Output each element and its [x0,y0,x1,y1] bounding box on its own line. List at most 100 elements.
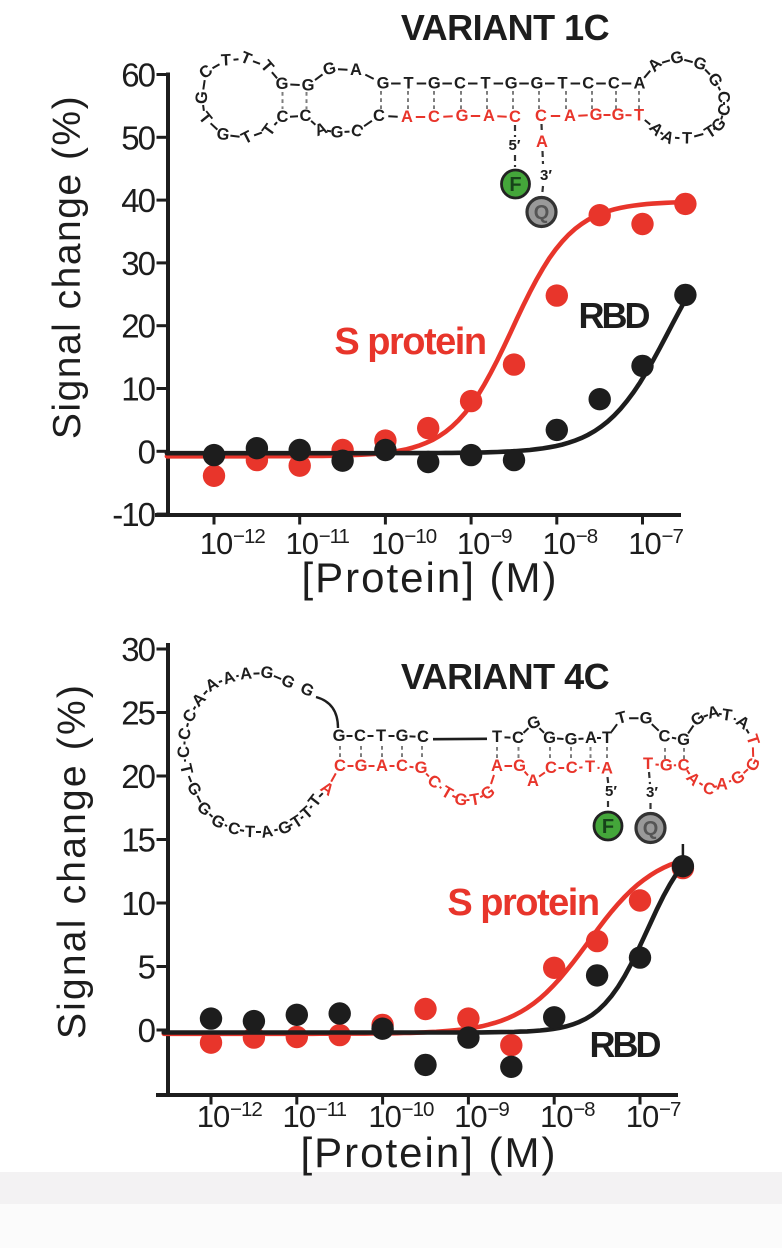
svg-text:10: 10 [626,1099,659,1134]
svg-text:C: C [417,728,429,746]
svg-text:C: C [277,108,289,126]
svg-text:A: A [536,133,548,151]
svg-text:A: A [716,775,728,793]
svg-text:C: C [566,759,578,777]
svg-text:G: G [415,759,428,777]
svg-text:A: A [312,119,329,140]
svg-text:T: T [468,790,481,809]
svg-text:G: G [640,710,653,728]
svg-text:A: A [239,665,253,684]
svg-text:15: 15 [121,822,154,859]
svg-text:G: G [612,106,625,124]
svg-text:G: G [192,90,211,104]
svg-text:G: G [660,756,673,774]
svg-text:T: T [682,129,692,147]
svg-text:C: C [396,757,408,775]
svg-text:−10: −10 [404,525,436,548]
svg-text:A: A [491,757,503,775]
svg-text:VARIANT 1C: VARIANT 1C [401,7,610,48]
svg-text:T: T [643,755,653,773]
svg-text:−10: −10 [402,1098,434,1121]
svg-text:C: C [334,757,346,775]
svg-text:C: C [175,726,196,742]
svg-text:3′: 3′ [646,784,658,801]
svg-text:20: 20 [121,758,155,795]
svg-text:C: C [545,759,557,777]
svg-text:−11: −11 [319,525,350,548]
svg-text:A: A [633,75,645,93]
svg-text:G: G [530,75,543,93]
svg-text:−7: −7 [659,1098,681,1121]
svg-text:T: T [220,51,231,70]
svg-text:0: 0 [138,1012,156,1049]
svg-text:T: T [585,758,595,776]
svg-text:T: T [404,75,414,93]
svg-text:−12: −12 [230,1098,262,1121]
svg-text:G: G [333,727,346,745]
svg-text:10: 10 [628,526,661,561]
svg-text:VARIANT 4C: VARIANT 4C [401,656,610,697]
svg-text:10: 10 [200,526,233,561]
svg-text:A: A [601,760,613,778]
svg-text:G: G [453,790,469,810]
svg-text:C: C [701,779,718,800]
svg-text:T: T [634,106,644,124]
svg-text:30: 30 [121,631,155,668]
svg-text:G: G [543,729,556,747]
svg-text:A: A [376,757,388,775]
svg-text:3′: 3′ [540,167,552,184]
svg-text:G: G [276,75,289,93]
svg-text:[Protein] (M): [Protein] (M) [301,554,558,601]
svg-text:C: C [535,107,547,125]
svg-text:RBD: RBD [579,295,650,336]
svg-text:C: C [678,756,690,774]
svg-text:10: 10 [543,526,576,561]
svg-text:G: G [525,712,543,733]
svg-text:10: 10 [457,526,490,561]
svg-text:A: A [585,729,597,747]
svg-text:A: A [564,107,576,125]
svg-text:10: 10 [285,526,318,561]
svg-text:G: G [691,53,709,74]
svg-text:−12: −12 [233,525,265,548]
svg-text:A: A [527,772,539,790]
svg-text:T: T [481,75,491,93]
svg-text:10: 10 [121,371,155,408]
svg-text:C: C [714,101,735,118]
svg-text:A: A [483,107,495,125]
svg-text:30: 30 [121,245,155,282]
svg-text:G: G [505,75,518,93]
svg-text:G: G [302,77,315,95]
svg-text:A: A [260,822,275,842]
svg-text:T: T [176,762,196,776]
svg-text:C: C [226,819,242,839]
svg-text:G: G [396,727,409,745]
svg-text:G: G [513,757,526,775]
svg-text:10: 10 [371,526,404,561]
svg-text:RBD: RBD [590,1024,661,1065]
svg-text:G: G [355,757,368,775]
svg-text:10: 10 [121,885,155,922]
svg-text:−7: −7 [662,525,684,548]
svg-text:C: C [608,75,620,93]
svg-text:−8: −8 [576,525,598,548]
svg-text:C: C [373,107,385,125]
svg-text:Q: Q [643,818,659,840]
svg-text:10: 10 [368,1099,401,1134]
svg-text:C: C [348,121,365,142]
svg-text:C: C [714,91,732,104]
svg-text:G: G [215,125,230,145]
svg-text:40: 40 [121,182,155,219]
svg-text:Signal change (%): Signal change (%) [51,683,94,1039]
svg-text:−9: −9 [487,1098,509,1121]
svg-text:G: G [590,106,603,124]
svg-text:C: C [454,75,466,93]
svg-text:A: A [221,668,238,689]
svg-text:60: 60 [121,57,155,94]
svg-text:G: G [428,75,441,93]
svg-text:10: 10 [454,1099,487,1134]
svg-text:C: C [512,729,524,747]
svg-text:T: T [602,729,612,747]
svg-text:C: C [354,727,366,745]
svg-text:C: C [428,108,440,126]
